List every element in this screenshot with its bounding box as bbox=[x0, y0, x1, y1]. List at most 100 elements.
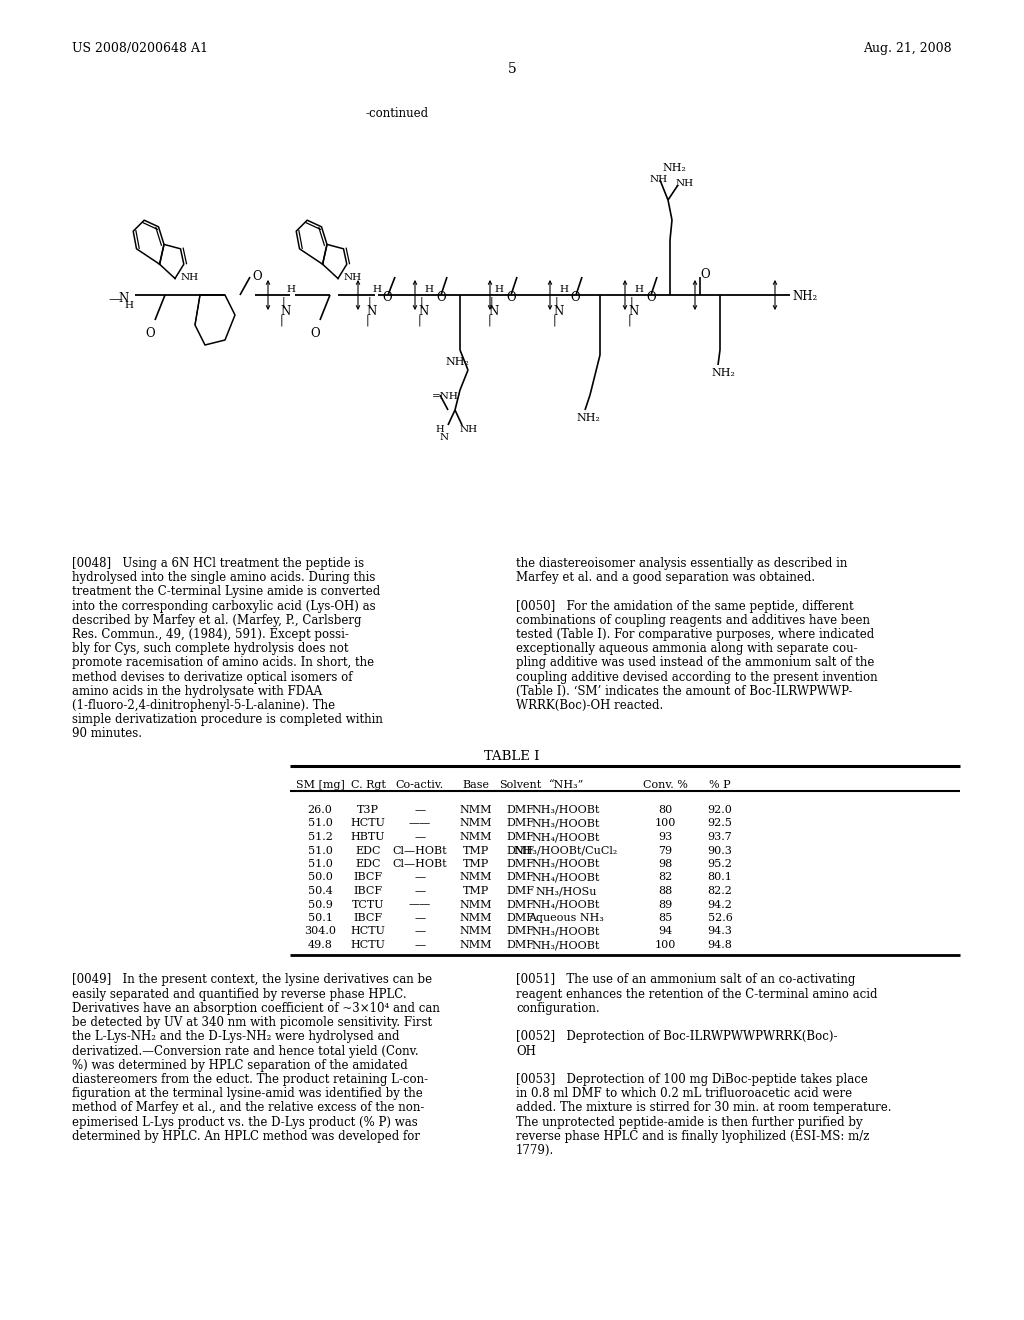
Text: determined by HPLC. An HPLC method was developed for: determined by HPLC. An HPLC method was d… bbox=[72, 1130, 420, 1143]
Text: N: N bbox=[366, 305, 376, 318]
Text: amino acids in the hydrolysate with FDAA: amino acids in the hydrolysate with FDAA bbox=[72, 685, 323, 698]
Text: NH: NH bbox=[460, 425, 478, 434]
Text: NH₂: NH₂ bbox=[792, 290, 817, 304]
Text: reverse phase HPLC and is finally lyophilized (ESI-MS: m/z: reverse phase HPLC and is finally lyophi… bbox=[516, 1130, 869, 1143]
Text: NH₂: NH₂ bbox=[662, 162, 686, 173]
Text: 95.2: 95.2 bbox=[708, 859, 732, 869]
Text: NMM: NMM bbox=[460, 873, 493, 883]
Text: NH: NH bbox=[180, 273, 199, 282]
Text: [0049]   In the present context, the lysine derivatives can be: [0049] In the present context, the lysin… bbox=[72, 974, 432, 986]
Text: Res. Commun., 49, (1984), 591). Except possi-: Res. Commun., 49, (1984), 591). Except p… bbox=[72, 628, 349, 642]
Text: NH₄/HOOBt: NH₄/HOOBt bbox=[531, 832, 600, 842]
Text: 304.0: 304.0 bbox=[304, 927, 336, 936]
Text: % P: % P bbox=[710, 780, 731, 789]
Text: —: — bbox=[415, 805, 426, 814]
Text: —: — bbox=[415, 832, 426, 842]
Text: DMF: DMF bbox=[506, 873, 534, 883]
Text: 51.0: 51.0 bbox=[307, 846, 333, 855]
Text: 51.0: 51.0 bbox=[307, 859, 333, 869]
Text: NH₃/HOOBt: NH₃/HOOBt bbox=[531, 940, 600, 950]
Text: NH₃/HOSu: NH₃/HOSu bbox=[536, 886, 597, 896]
Text: SM [mg]: SM [mg] bbox=[296, 780, 344, 789]
Text: (1-fluoro-2,4-dinitrophenyl-5-L-alanine). The: (1-fluoro-2,4-dinitrophenyl-5-L-alanine)… bbox=[72, 700, 335, 711]
Text: EDC: EDC bbox=[355, 846, 381, 855]
Text: O: O bbox=[436, 290, 445, 304]
Text: Cl—HOBt: Cl—HOBt bbox=[392, 846, 447, 855]
Text: TMP: TMP bbox=[463, 859, 489, 869]
Text: [0052]   Deprotection of Boc-ILRWPWWPWRRK(Boc)-: [0052] Deprotection of Boc-ILRWPWWPWRRK(… bbox=[516, 1031, 838, 1043]
Text: 51.0: 51.0 bbox=[307, 818, 333, 829]
Text: Cl—HOBt: Cl—HOBt bbox=[392, 859, 447, 869]
Text: IBCF: IBCF bbox=[353, 913, 383, 923]
Text: DMF: DMF bbox=[506, 859, 534, 869]
Text: NH: NH bbox=[650, 176, 668, 183]
Text: |: | bbox=[553, 315, 557, 326]
Text: H: H bbox=[424, 285, 433, 294]
Text: |: | bbox=[418, 315, 422, 326]
Text: N: N bbox=[118, 292, 128, 305]
Text: 89: 89 bbox=[657, 899, 672, 909]
Text: -continued: -continued bbox=[365, 107, 428, 120]
Text: simple derivatization procedure is completed within: simple derivatization procedure is compl… bbox=[72, 713, 383, 726]
Text: 82.2: 82.2 bbox=[708, 886, 732, 896]
Text: NH₃/HOOBt: NH₃/HOOBt bbox=[531, 805, 600, 814]
Text: 50.0: 50.0 bbox=[307, 873, 333, 883]
Text: H: H bbox=[124, 301, 133, 310]
Text: H: H bbox=[494, 285, 503, 294]
Text: NH₂: NH₂ bbox=[711, 368, 735, 378]
Text: NMM: NMM bbox=[460, 927, 493, 936]
Text: 93.7: 93.7 bbox=[708, 832, 732, 842]
Text: 90.3: 90.3 bbox=[708, 846, 732, 855]
Text: [0053]   Deprotection of 100 mg DiBoc-peptide takes place: [0053] Deprotection of 100 mg DiBoc-pept… bbox=[516, 1073, 868, 1086]
Text: promote racemisation of amino acids. In short, the: promote racemisation of amino acids. In … bbox=[72, 656, 374, 669]
Text: NH₃/HOOBt: NH₃/HOOBt bbox=[531, 859, 600, 869]
Text: H: H bbox=[559, 285, 568, 294]
Text: easily separated and quantified by reverse phase HPLC.: easily separated and quantified by rever… bbox=[72, 987, 407, 1001]
Text: —: — bbox=[415, 886, 426, 896]
Text: DMF: DMF bbox=[506, 927, 534, 936]
Text: added. The mixture is stirred for 30 min. at room temperature.: added. The mixture is stirred for 30 min… bbox=[516, 1101, 892, 1114]
Text: HCTU: HCTU bbox=[350, 818, 385, 829]
Text: figuration at the terminal lysine-amid was identified by the: figuration at the terminal lysine-amid w… bbox=[72, 1088, 423, 1100]
Text: IBCF: IBCF bbox=[353, 886, 383, 896]
Text: TCTU: TCTU bbox=[352, 899, 384, 909]
Text: NH: NH bbox=[676, 180, 694, 187]
Text: NMM: NMM bbox=[460, 818, 493, 829]
Text: 100: 100 bbox=[654, 940, 676, 950]
Text: |: | bbox=[366, 315, 370, 326]
Text: 50.4: 50.4 bbox=[307, 886, 333, 896]
Text: —: — bbox=[415, 927, 426, 936]
Text: bly for Cys, such complete hydrolysis does not: bly for Cys, such complete hydrolysis do… bbox=[72, 643, 348, 655]
Text: |: | bbox=[630, 297, 634, 309]
Text: C. Rgt: C. Rgt bbox=[350, 780, 385, 789]
Text: DMF: DMF bbox=[506, 805, 534, 814]
Text: NH₃/HOOBt/CuCl₂: NH₃/HOOBt/CuCl₂ bbox=[514, 846, 618, 855]
Text: —: — bbox=[108, 292, 122, 306]
Text: reagent enhances the retention of the C-terminal amino acid: reagent enhances the retention of the C-… bbox=[516, 987, 878, 1001]
Text: |: | bbox=[282, 297, 286, 309]
Text: Derivatives have an absorption coefficient of ~3×10⁴ and can: Derivatives have an absorption coefficie… bbox=[72, 1002, 440, 1015]
Text: 52.6: 52.6 bbox=[708, 913, 732, 923]
Text: —: — bbox=[415, 913, 426, 923]
Text: NH₃/HOOBt: NH₃/HOOBt bbox=[531, 927, 600, 936]
Text: N: N bbox=[488, 305, 499, 318]
Text: =NH: =NH bbox=[432, 392, 459, 401]
Text: |: | bbox=[490, 297, 494, 309]
Text: NMM: NMM bbox=[460, 913, 493, 923]
Text: the L-Lys-NH₂ and the D-Lys-NH₂ were hydrolysed and: the L-Lys-NH₂ and the D-Lys-NH₂ were hyd… bbox=[72, 1031, 399, 1043]
Text: DMF: DMF bbox=[506, 886, 534, 896]
Text: The unprotected peptide-amide is then further purified by: The unprotected peptide-amide is then fu… bbox=[516, 1115, 862, 1129]
Text: configuration.: configuration. bbox=[516, 1002, 600, 1015]
Text: HBTU: HBTU bbox=[351, 832, 385, 842]
Text: DMF: DMF bbox=[506, 832, 534, 842]
Text: in 0.8 ml DMF to which 0.2 mL trifluoroacetic acid were: in 0.8 ml DMF to which 0.2 mL trifluoroa… bbox=[516, 1088, 852, 1100]
Text: |: | bbox=[628, 315, 632, 326]
Text: Solvent: Solvent bbox=[499, 780, 541, 789]
Text: H: H bbox=[435, 425, 443, 434]
Text: HCTU: HCTU bbox=[350, 940, 385, 950]
Text: 51.2: 51.2 bbox=[307, 832, 333, 842]
Text: |: | bbox=[488, 315, 492, 326]
Text: DMF: DMF bbox=[506, 899, 534, 909]
Text: 92.0: 92.0 bbox=[708, 805, 732, 814]
Text: exceptionally aqueous ammonia along with separate cou-: exceptionally aqueous ammonia along with… bbox=[516, 643, 858, 655]
